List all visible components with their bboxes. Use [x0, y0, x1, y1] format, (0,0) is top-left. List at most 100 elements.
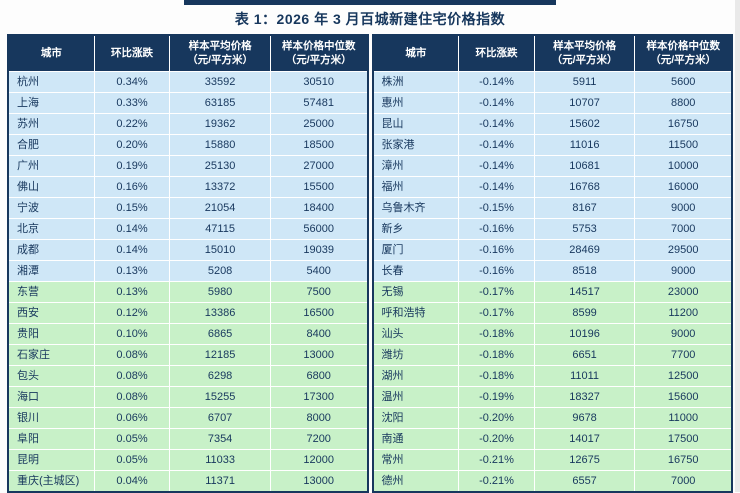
city-cell: 海口: [7, 386, 95, 409]
city-cell: 西安: [7, 302, 95, 325]
avg-price-cell: 13372: [169, 176, 271, 199]
city-cell: 汕头: [371, 323, 460, 346]
change-cell: 0.34%: [93, 71, 171, 94]
median-price-cell: 29500: [634, 239, 733, 262]
city-cell: 苏州: [7, 113, 95, 136]
city-cell: 贵阳: [7, 323, 95, 346]
table-body-right: 株洲 -0.14% 5911 5600 惠州 -0.14% 10707 8800…: [371, 71, 733, 493]
avg-price-cell: 15602: [533, 113, 636, 136]
col-header-avg-price: 样本平均价格 （元/平方米）: [169, 34, 271, 73]
median-price-cell: 16750: [634, 113, 733, 136]
avg-price-cell: 5980: [169, 281, 271, 304]
change-cell: 0.14%: [93, 239, 171, 262]
change-cell: 0.04%: [93, 470, 171, 493]
median-price-cell: 8400: [269, 323, 369, 346]
city-cell: 石家庄: [7, 344, 95, 367]
table-row: 惠州 -0.14% 10707 8800: [371, 92, 733, 115]
avg-price-cell: 6298: [169, 365, 271, 388]
avg-price-cell: 11033: [169, 449, 271, 472]
price-index-tables: 城市 环比涨跌 样本平均价格 （元/平方米） 样本价格中位数 （元/平方米） 杭…: [7, 34, 733, 493]
table-row: 株洲 -0.14% 5911 5600: [371, 71, 733, 94]
avg-price-cell: 21054: [169, 197, 271, 220]
median-price-cell: 56000: [269, 218, 369, 241]
change-cell: -0.14%: [458, 155, 535, 178]
table-row: 南通 -0.20% 14017 17500: [371, 428, 733, 451]
change-cell: 0.22%: [93, 113, 171, 136]
table-row: 乌鲁木齐 -0.15% 8167 9000: [371, 197, 733, 220]
city-cell: 银川: [7, 407, 95, 430]
change-cell: 0.10%: [93, 323, 171, 346]
median-price-cell: 9000: [634, 260, 733, 283]
city-cell: 昆明: [7, 449, 95, 472]
change-cell: -0.14%: [458, 113, 535, 136]
median-price-cell: 8000: [269, 407, 369, 430]
city-cell: 张家港: [371, 134, 460, 157]
median-price-cell: 27000: [269, 155, 369, 178]
median-price-cell: 7500: [269, 281, 369, 304]
change-cell: 0.20%: [93, 134, 171, 157]
table-row: 佛山 0.16% 13372 15500: [7, 176, 369, 199]
table-row: 潍坊 -0.18% 6651 7700: [371, 344, 733, 367]
median-price-cell: 7700: [634, 344, 733, 367]
change-cell: -0.16%: [458, 239, 535, 262]
median-price-cell: 13000: [269, 344, 369, 367]
change-cell: -0.15%: [458, 197, 535, 220]
avg-price-cell: 18327: [533, 386, 636, 409]
median-price-cell: 18400: [269, 197, 369, 220]
city-cell: 昆山: [371, 113, 460, 136]
median-price-cell: 9000: [634, 323, 733, 346]
avg-price-cell: 10196: [533, 323, 636, 346]
city-cell: 株洲: [371, 71, 460, 94]
median-price-cell: 10000: [634, 155, 733, 178]
avg-price-cell: 63185: [169, 92, 271, 115]
avg-price-cell: 13386: [169, 302, 271, 325]
city-cell: 惠州: [371, 92, 460, 115]
header-row: 城市 环比涨跌 样本平均价格 （元/平方米） 样本价格中位数 （元/平方米）: [371, 34, 733, 73]
city-cell: 北京: [7, 218, 95, 241]
avg-price-cell: 28469: [533, 239, 636, 262]
col-header-change: 环比涨跌: [93, 34, 171, 73]
median-price-cell: 30510: [269, 71, 369, 94]
table-header-left: 城市 环比涨跌 样本平均价格 （元/平方米） 样本价格中位数 （元/平方米）: [7, 34, 369, 73]
city-cell: 湘潭: [7, 260, 95, 283]
median-price-cell: 23000: [634, 281, 733, 304]
table-row: 包头 0.08% 6298 6800: [7, 365, 369, 388]
title-top-rule: [184, 0, 556, 5]
city-cell: 沈阳: [371, 407, 460, 430]
avg-price-cell: 6865: [169, 323, 271, 346]
change-cell: -0.21%: [458, 449, 535, 472]
screenshot-right-edge: [735, 0, 740, 492]
table-row: 湖州 -0.18% 11011 12500: [371, 365, 733, 388]
change-cell: -0.19%: [458, 386, 535, 409]
table-row: 无锡 -0.17% 14517 23000: [371, 281, 733, 304]
avg-price-cell: 33592: [169, 71, 271, 94]
change-cell: -0.14%: [458, 71, 535, 94]
city-cell: 宁波: [7, 197, 95, 220]
median-price-cell: 6800: [269, 365, 369, 388]
table-row: 昆山 -0.14% 15602 16750: [371, 113, 733, 136]
median-price-cell: 5400: [269, 260, 369, 283]
change-cell: 0.05%: [93, 428, 171, 451]
avg-price-cell: 8518: [533, 260, 636, 283]
city-cell: 佛山: [7, 176, 95, 199]
city-cell: 新乡: [371, 218, 460, 241]
table-title: 表 1：2026 年 3 月百城新建住宅价格指数: [234, 11, 506, 27]
table-row: 广州 0.19% 25130 27000: [7, 155, 369, 178]
city-cell: 包头: [7, 365, 95, 388]
change-cell: 0.08%: [93, 344, 171, 367]
avg-price-cell: 15255: [169, 386, 271, 409]
table-row: 新乡 -0.16% 5753 7000: [371, 218, 733, 241]
table-row: 西安 0.12% 13386 16500: [7, 302, 369, 325]
change-cell: 0.13%: [93, 281, 171, 304]
table-row: 东营 0.13% 5980 7500: [7, 281, 369, 304]
city-cell: 常州: [371, 449, 460, 472]
city-cell: 德州: [371, 470, 460, 493]
city-cell: 无锡: [371, 281, 460, 304]
table-row: 杭州 0.34% 33592 30510: [7, 71, 369, 94]
median-price-cell: 15500: [269, 176, 369, 199]
avg-price-cell: 8599: [533, 302, 636, 325]
table-row: 合肥 0.20% 15880 18500: [7, 134, 369, 157]
city-cell: 温州: [371, 386, 460, 409]
table-row: 温州 -0.19% 18327 15600: [371, 386, 733, 409]
table-row: 湘潭 0.13% 5208 5400: [7, 260, 369, 283]
